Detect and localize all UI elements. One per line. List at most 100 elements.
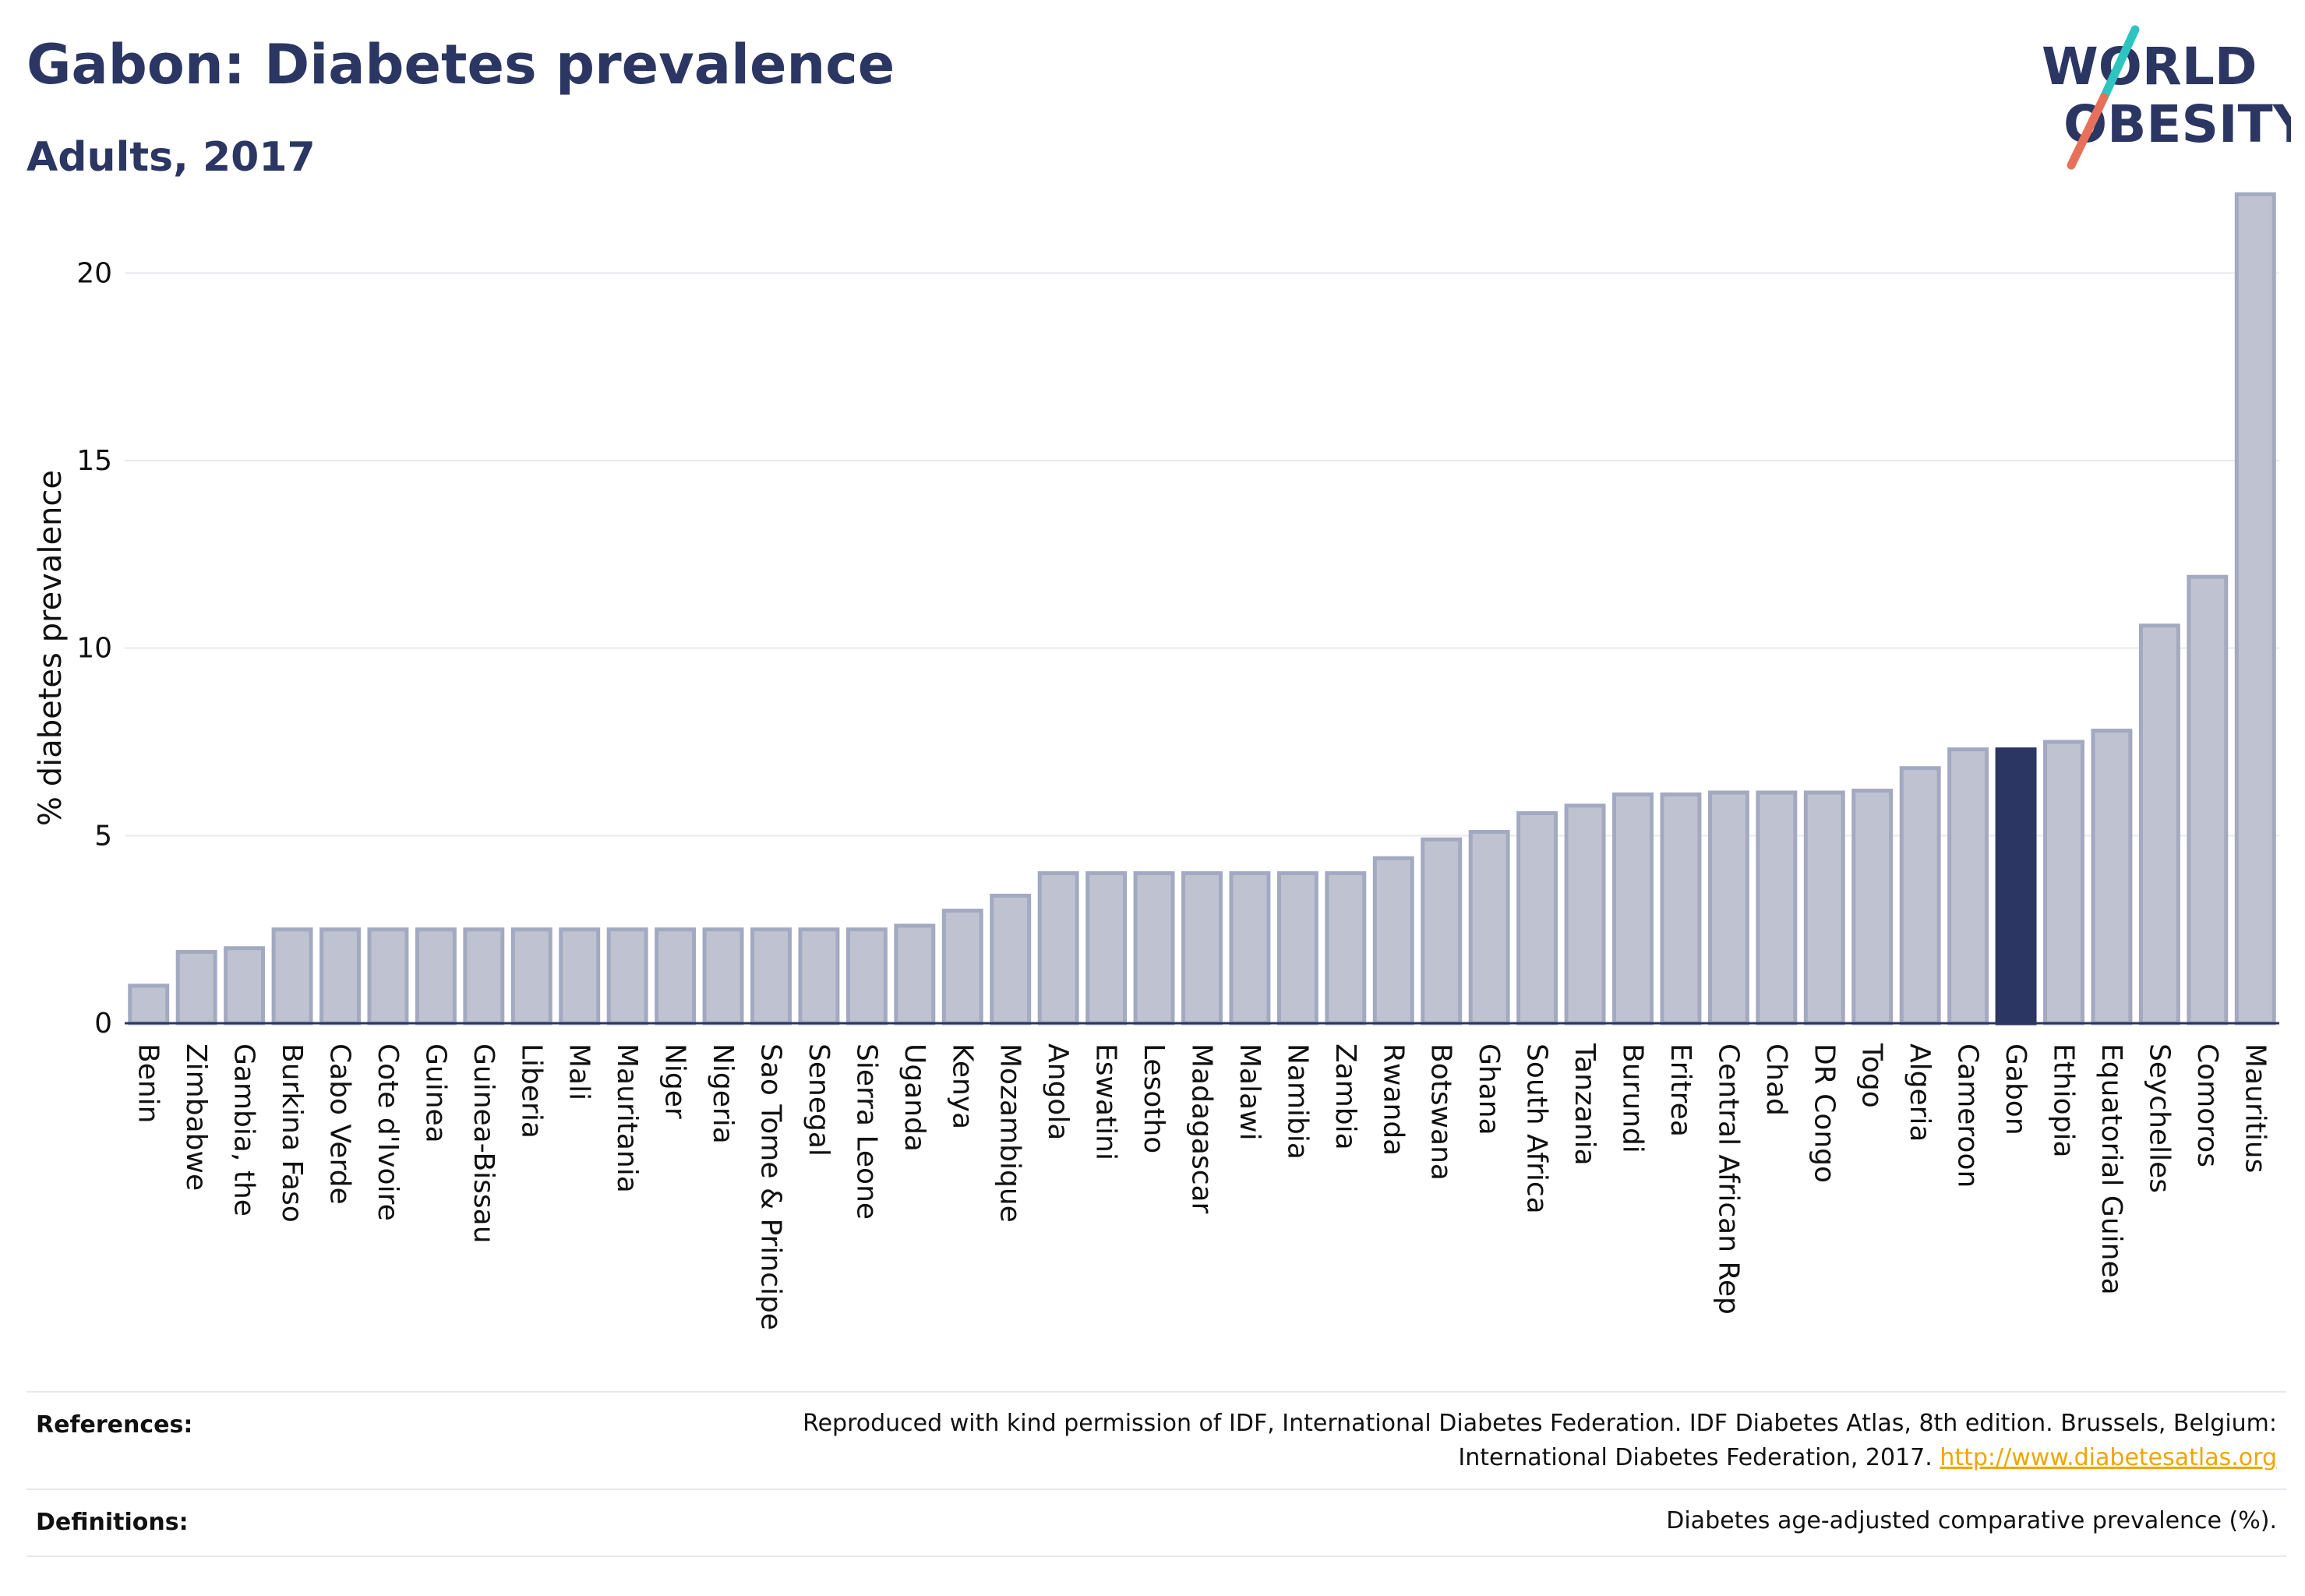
references-line2: International Diabetes Federation, 2017. <box>1458 1444 1933 1471</box>
x-tick-label: Burundi <box>1617 1043 1649 1153</box>
bar <box>1276 870 1318 1026</box>
x-tick-label: Eritrea <box>1664 1043 1696 1137</box>
x-tick-label: Lesotho <box>1138 1043 1170 1153</box>
bar <box>655 927 697 1026</box>
bar <box>559 927 601 1026</box>
bar <box>1325 870 1367 1026</box>
x-tick-label: Gabon <box>2000 1043 2031 1135</box>
bar <box>1756 790 1798 1026</box>
bar <box>224 946 266 1026</box>
x-tick-label: Botswana <box>1425 1043 1457 1181</box>
references-row: References: Reproduced with kind permiss… <box>26 1391 2286 1489</box>
references-line2-wrap: International Diabetes Federation, 2017.… <box>803 1441 2277 1475</box>
bar <box>1707 790 1749 1026</box>
bar <box>1181 870 1223 1026</box>
x-tick-label: Tanzania <box>1569 1043 1601 1166</box>
definitions-row: Definitions: Diabetes age-adjusted compa… <box>26 1488 2286 1557</box>
bar-chart: 0 5 10 15 20 % diabetes prevalence Benin Zimbab… <box>33 192 2279 1330</box>
definitions-label: Definitions: <box>36 1509 189 1536</box>
x-tick-label: Liberia <box>515 1043 547 1139</box>
logo-slash-top <box>2099 25 2140 102</box>
x-tick-label: Sao Tome & Principe <box>755 1043 787 1330</box>
bar <box>941 909 983 1026</box>
x-tick-label: Seychelles <box>2143 1043 2175 1193</box>
y-tick-label: 10 <box>76 633 112 665</box>
x-tick-label: Mauritius <box>2239 1043 2271 1173</box>
bar <box>1660 792 1702 1026</box>
x-tick-label: Namibia <box>1281 1043 1313 1160</box>
x-tick-label: Kenya <box>946 1043 978 1129</box>
bar <box>1133 870 1175 1026</box>
x-tick-label: Comoros <box>2191 1043 2223 1167</box>
x-tick-label: Eswatini <box>1090 1043 1122 1160</box>
x-tick-label: South Africa <box>1521 1043 1553 1214</box>
x-tick-label: Central African Rep <box>1712 1043 1744 1315</box>
bar <box>1564 803 1606 1026</box>
x-tick-label: Burkina Faso <box>276 1043 308 1223</box>
bar <box>1372 856 1414 1026</box>
x-tick-label: Sierra Leone <box>850 1043 882 1220</box>
bar <box>128 983 170 1026</box>
x-tick-label: Mali <box>563 1043 595 1100</box>
bar <box>319 927 361 1026</box>
x-tick-label: Rwanda <box>1377 1043 1409 1156</box>
x-tick-label: Cote d'Ivoire <box>372 1043 404 1221</box>
bar <box>415 927 457 1026</box>
x-tick-label: Cameroon <box>1952 1043 1984 1188</box>
world-obesity-logo: WORLD OBESITY <box>2042 25 2291 170</box>
bar <box>1803 790 1845 1026</box>
x-tick-label: Chad <box>1760 1043 1792 1116</box>
bar <box>894 923 936 1026</box>
references-link[interactable]: http://www.diabetesatlas.org <box>1940 1444 2277 1471</box>
y-tick-label: 0 <box>94 1008 112 1040</box>
bar <box>2187 574 2229 1026</box>
bar <box>2043 740 2084 1026</box>
x-tick-label: Malawi <box>1234 1043 1265 1141</box>
x-tick-label: Mozambique <box>994 1043 1026 1223</box>
x-tick-label: Madagascar <box>1186 1043 1218 1214</box>
x-tick-label: Algeria <box>1904 1043 1936 1142</box>
logo-line1: WORLD <box>2042 37 2257 97</box>
x-tick-label: Mauritania <box>611 1043 643 1193</box>
bar <box>1468 830 1510 1026</box>
logo-slash-bottom <box>2067 93 2109 170</box>
bar <box>1421 837 1463 1026</box>
x-tick-label: Zambia <box>1329 1043 1361 1150</box>
bar <box>845 927 888 1026</box>
y-tick-label: 5 <box>94 820 112 852</box>
bar <box>2138 623 2180 1026</box>
y-tick-label: 20 <box>76 257 112 289</box>
x-tick-label: Niger <box>659 1043 691 1119</box>
references-line1: Reproduced with kind permission of IDF, … <box>803 1410 2277 1437</box>
y-axis-label: % diabetes prevalence <box>33 470 69 826</box>
x-tick-label: Guinea <box>419 1043 451 1143</box>
x-tick-label: Zimbabwe <box>180 1043 212 1191</box>
bar <box>1516 810 1558 1026</box>
bar <box>1612 792 1654 1026</box>
bar <box>798 927 840 1026</box>
x-tick-label: Ethiopia <box>2048 1043 2080 1158</box>
bar <box>750 927 792 1026</box>
x-tick-label: Benin <box>132 1043 164 1123</box>
bar <box>2091 729 2133 1026</box>
bar <box>1947 747 1989 1026</box>
references-text: Reproduced with kind permission of IDF, … <box>803 1407 2277 1475</box>
bar <box>1085 870 1128 1026</box>
x-tick-label: Senegal <box>803 1043 835 1156</box>
bar <box>702 927 744 1026</box>
bar <box>1037 870 1079 1026</box>
x-tick-label: DR Congo <box>1808 1043 1840 1183</box>
x-tick-label: Guinea-Bissau <box>468 1043 499 1244</box>
y-tick-label: 15 <box>76 445 112 477</box>
bar <box>1851 789 1894 1026</box>
chart-subtitle: Adults, 2017 <box>26 134 316 181</box>
x-tick-label: Angola <box>1042 1043 1074 1140</box>
x-tick-label: Cabo Verde <box>324 1043 356 1205</box>
x-tick-label: Equatorial Guinea <box>2095 1043 2127 1295</box>
references-label: References: <box>36 1411 193 1439</box>
definitions-text: Diabetes age-adjusted comparative preval… <box>1666 1507 2277 1534</box>
bar <box>271 927 313 1026</box>
bar <box>1899 766 1941 1026</box>
chart-title: Gabon: Diabetes prevalence <box>26 33 895 97</box>
bar <box>606 927 648 1026</box>
